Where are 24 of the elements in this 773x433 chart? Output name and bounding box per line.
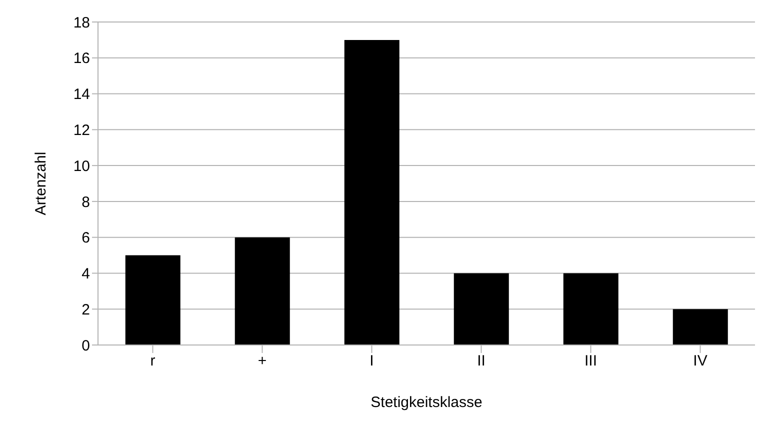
bar: [672, 309, 728, 345]
x-tick-label: I: [370, 352, 374, 370]
bar: [125, 255, 180, 345]
y-tick-label: 12: [73, 122, 90, 139]
y-tick-label: 10: [73, 158, 90, 175]
x-axis-title: Stetigkeitsklasse: [370, 394, 482, 411]
bar: [234, 237, 290, 345]
y-tick-label: 0: [82, 337, 90, 354]
bar: [454, 273, 509, 345]
y-tick-label: 18: [73, 14, 90, 32]
x-tick-label: +: [258, 352, 267, 370]
x-tick-label: IV: [693, 352, 708, 370]
y-tick-label: 4: [82, 266, 90, 283]
y-tick-label: 6: [82, 230, 90, 247]
y-tick-label: 16: [73, 50, 90, 68]
x-tick-label: III: [584, 352, 598, 370]
y-tick-label: 2: [82, 301, 90, 318]
y-axis-title: Artenzahl: [32, 152, 50, 216]
bar: [563, 273, 618, 345]
x-tick-label: II: [477, 352, 486, 370]
y-tick-label: 14: [73, 86, 90, 104]
bar: [344, 40, 400, 345]
x-tick-label: r: [150, 352, 156, 370]
y-tick-label: 8: [82, 194, 90, 211]
